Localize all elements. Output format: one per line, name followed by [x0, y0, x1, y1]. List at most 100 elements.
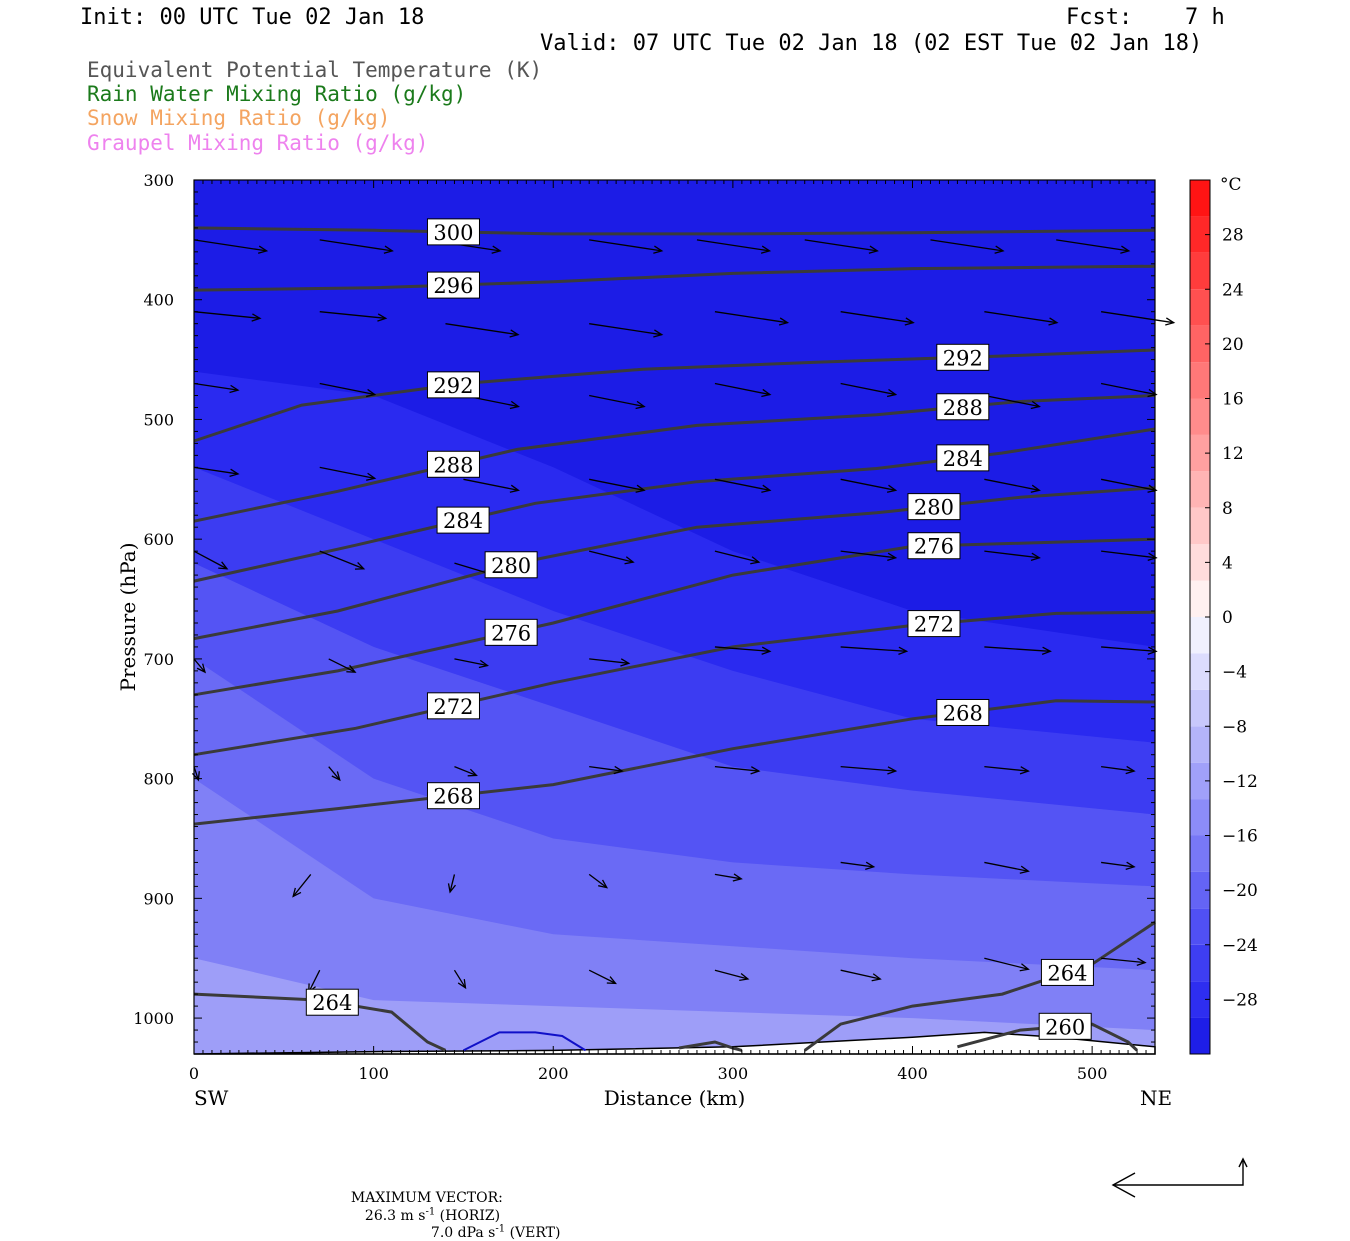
wind-vector [454, 766, 478, 777]
theta-e-contour [193, 992, 447, 1052]
wind-vector [589, 550, 635, 565]
svg-text:292: 292 [433, 374, 473, 398]
theta-e-contour [193, 348, 1156, 443]
svg-text:276: 276 [914, 535, 954, 559]
colorbar-swatch [1190, 908, 1210, 945]
y-tick-label: 400 [143, 291, 174, 310]
contour-label: 280 [484, 551, 538, 579]
wind-vector [1100, 382, 1158, 398]
x-tick-label: 0 [189, 1064, 199, 1083]
wind-vector [840, 550, 898, 561]
theta-e-contours [193, 226, 1156, 1052]
wind-vector [193, 382, 240, 394]
contour-label: 272 [426, 692, 480, 720]
colorbar: 28 24 20 16 12 8 4 0 −4 −8 −12 −16 −20 −24 −28 °C [1189, 175, 1258, 1055]
svg-text:280: 280 [914, 496, 954, 520]
colorbar-tick-label: 20 [1222, 335, 1244, 355]
temperature-shading [194, 371, 1155, 1055]
colorbar-swatch [1190, 434, 1210, 472]
theta-e-contour [957, 1022, 1139, 1052]
colorbar-tick-label: −20 [1222, 881, 1258, 901]
wind-vector [714, 550, 761, 565]
wind-vector [589, 658, 631, 667]
max-vector-vert: 7.0 dPa s-1 (VERT) [430, 1223, 561, 1241]
x-right-label: NE [1140, 1086, 1172, 1110]
plot-border [193, 179, 1156, 1055]
colorbar-swatch [1190, 507, 1210, 545]
contour-label: 272 [907, 610, 961, 638]
max-vector-horiz: 26.3 m s-1 (HORIZ) [364, 1206, 501, 1224]
wind-vector [319, 466, 377, 481]
wind-vector [714, 311, 790, 326]
contour-label: 268 [426, 782, 480, 810]
contour-label: 284 [936, 444, 990, 472]
colorbar-swatch [1190, 835, 1210, 872]
contour-label: 276 [907, 532, 961, 560]
theta-e-contour [678, 1040, 743, 1052]
max-vector-label: MAXIMUM VECTOR: [350, 1190, 503, 1206]
y-tick-label: 300 [143, 171, 174, 190]
wind-vector [840, 969, 882, 982]
colorbar-tick-label: 8 [1222, 499, 1233, 519]
svg-text:280: 280 [491, 554, 531, 578]
contour-label: 288 [936, 393, 990, 421]
colorbar-swatch [1190, 289, 1210, 326]
x-tick-label: 400 [897, 1064, 928, 1083]
colorbar-swatch [1190, 689, 1210, 727]
colorbar-tick-label: −4 [1222, 663, 1247, 683]
svg-text:288: 288 [943, 396, 983, 420]
wind-vector [319, 311, 388, 322]
colorbar-tick-label: −8 [1222, 717, 1247, 737]
wind-vector [930, 239, 1005, 254]
wind-vector [319, 550, 366, 570]
max-vector-caption: MAXIMUM VECTOR: 26.3 m s-1 (HORIZ) 7.0 d… [342, 1174, 561, 1241]
wind-vector [454, 658, 490, 669]
colorbar-swatch [1190, 362, 1210, 399]
legend-theta-e: Equivalent Potential Temperature (K) [87, 58, 543, 82]
y-tick-label: 800 [143, 770, 174, 789]
wind-vector [714, 478, 772, 493]
svg-text:292: 292 [943, 346, 983, 370]
wind-vector [328, 658, 357, 673]
wind-vector [840, 646, 909, 656]
wind-vector [840, 861, 876, 870]
contour-label: 296 [426, 271, 480, 299]
wind-vector [463, 478, 520, 493]
wind-vector [840, 478, 898, 493]
legend-rain-water: Rain Water Mixing Ratio (g/kg) [87, 82, 467, 106]
colorbar-swatch [1190, 180, 1210, 217]
colorbar-tick-label: 12 [1222, 444, 1244, 464]
wind-vector [447, 874, 457, 894]
colorbar-swatch [1190, 580, 1210, 617]
contour-label: 292 [936, 343, 990, 371]
colorbar-swatch [1190, 653, 1210, 690]
wind-vector [984, 861, 1030, 874]
legend-snow: Snow Mixing Ratio (g/kg) [87, 106, 391, 130]
contour-label: 264 [305, 988, 359, 1016]
reference-vector-arrow [1111, 1157, 1248, 1198]
temperature-band [194, 778, 1155, 1054]
wind-vector [984, 478, 1041, 493]
contour-label: 300 [426, 218, 480, 246]
contour-label: 288 [426, 450, 480, 478]
contour-label: 264 [1040, 958, 1094, 986]
wind-vector [714, 382, 772, 398]
colorbar-swatch [1190, 1017, 1210, 1054]
wind-vector [840, 311, 915, 326]
theta-e-contour [193, 699, 1156, 826]
wind-vector [984, 646, 1052, 656]
contour-label: 292 [426, 371, 480, 399]
colorbar-swatch [1190, 252, 1210, 290]
theta-e-contour [803, 921, 1156, 1052]
x-left-label: SW [194, 1086, 229, 1110]
colorbar-swatch [1190, 544, 1210, 581]
wind-vector [589, 239, 664, 254]
colorbar-tick-label: −24 [1222, 936, 1258, 956]
wind-vector [1101, 765, 1136, 775]
colorbar-swatch [1190, 762, 1210, 800]
wind-vector [984, 394, 1041, 410]
colorbar-swatch [1190, 617, 1210, 654]
wind-vector [589, 765, 624, 775]
svg-text:268: 268 [943, 701, 983, 725]
wind-vector [984, 957, 1030, 972]
